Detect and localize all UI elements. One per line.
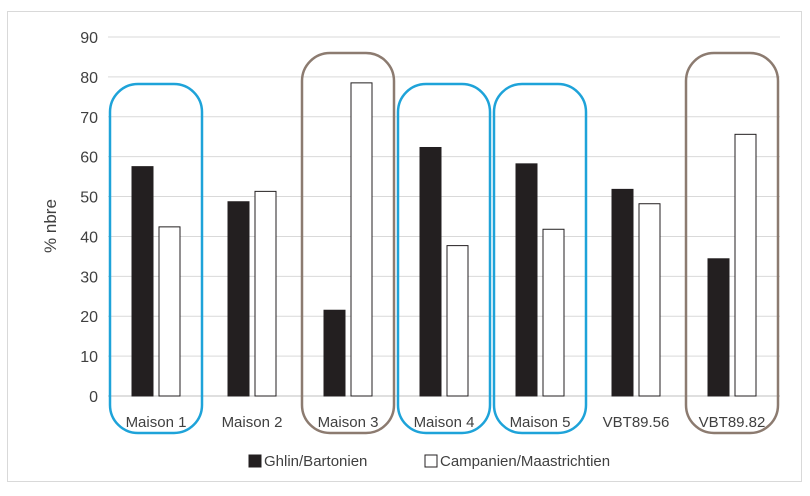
- highlight-outlines: [108, 51, 780, 435]
- grid-lines: [108, 36, 780, 397]
- bar-campanien-maastrichtien: [446, 245, 469, 397]
- y-tick-label: 40: [80, 229, 98, 246]
- bar-ghlin-bartonien: [515, 163, 538, 397]
- highlight-frame: [684, 51, 780, 435]
- bar-ghlin-bartonien: [611, 188, 634, 397]
- bar-campanien-maastrichtien: [350, 82, 373, 397]
- y-tick-label: 30: [80, 269, 98, 286]
- bar-ghlin-bartonien: [419, 146, 442, 397]
- bar-campanien-maastrichtien: [158, 226, 181, 397]
- y-axis-ticks: 0 10 20 30 40 50 60 70 80 90: [80, 30, 98, 406]
- x-tick-label: VBT89.82: [699, 414, 766, 431]
- legend-swatch: [424, 454, 438, 468]
- legend-swatch: [248, 454, 262, 468]
- bar-campanien-maastrichtien: [542, 228, 565, 397]
- y-axis-label: % nbre: [41, 199, 60, 253]
- x-tick-label: Maison 5: [510, 414, 571, 431]
- bar-ghlin-bartonien: [323, 309, 346, 397]
- highlight-frame: [396, 82, 492, 435]
- bar-ghlin-bartonien: [131, 166, 154, 397]
- x-tick-label: Maison 2: [222, 414, 283, 431]
- y-tick-label: 20: [80, 309, 98, 326]
- highlight-frame: [300, 51, 396, 435]
- bar-campanien-maastrichtien: [734, 133, 757, 397]
- legend-label: Ghlin/Bartonien: [264, 453, 367, 470]
- legend-label: Campanien/Maastrichtien: [440, 453, 610, 470]
- bar-campanien-maastrichtien: [638, 203, 661, 397]
- highlight-frame: [492, 82, 588, 435]
- y-tick-label: 90: [80, 30, 98, 47]
- chart-area-border: [7, 11, 802, 482]
- bars: [131, 82, 757, 397]
- y-tick-label: 60: [80, 150, 98, 167]
- y-tick-label: 0: [89, 389, 98, 406]
- x-tick-label: VBT89.56: [603, 414, 670, 431]
- bar-campanien-maastrichtien: [254, 190, 277, 397]
- x-tick-label: Maison 4: [414, 414, 475, 431]
- x-tick-label: Maison 3: [318, 414, 379, 431]
- highlight-frame: [108, 82, 204, 435]
- x-tick-label: Maison 1: [126, 414, 187, 431]
- y-tick-label: 70: [80, 110, 98, 127]
- y-tick-label: 80: [80, 70, 98, 87]
- bar-ghlin-bartonien: [707, 258, 730, 397]
- y-tick-label: 10: [80, 349, 98, 366]
- y-tick-label: 50: [80, 190, 98, 207]
- x-axis-ticks: Maison 1 Maison 2 Maison 3 Maison 4 Maison 5…: [126, 414, 766, 431]
- bar-ghlin-bartonien: [227, 201, 250, 397]
- legend: Ghlin/Bartonien Campanien/Maastrichtien: [248, 453, 610, 470]
